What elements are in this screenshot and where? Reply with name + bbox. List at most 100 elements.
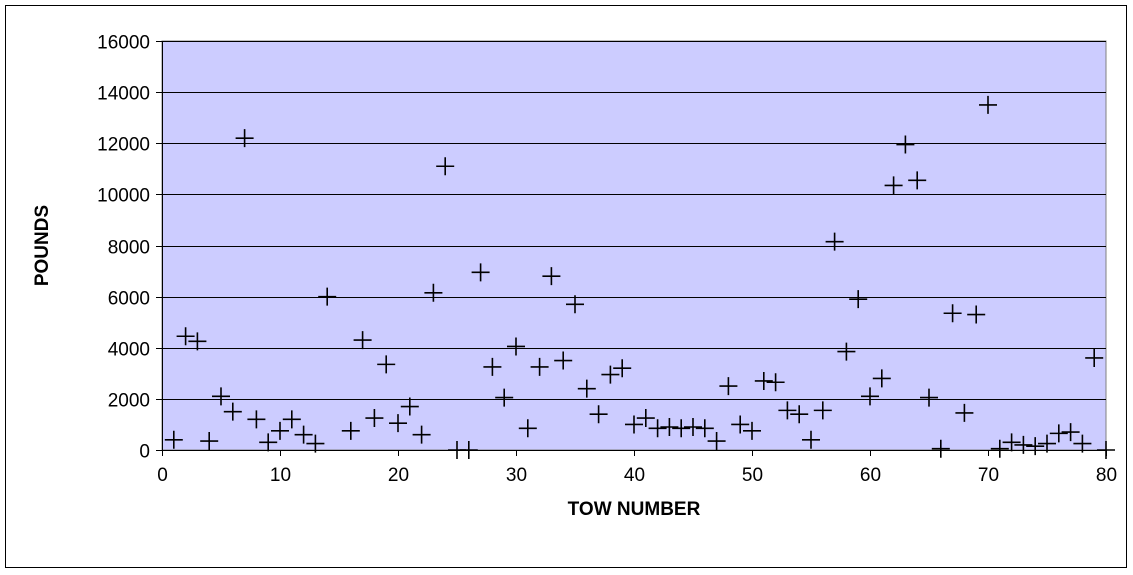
data-point-marker (436, 157, 455, 176)
data-point-marker (259, 433, 278, 452)
data-point-marker (495, 388, 514, 407)
data-point-marker (695, 419, 714, 438)
data-point-marker (247, 410, 266, 429)
data-point-marker (872, 369, 891, 388)
data-point-marker (566, 295, 584, 314)
data-point-marker (188, 332, 207, 351)
data-point-marker (271, 421, 289, 440)
data-point-marker (589, 405, 608, 424)
data-point-marker (507, 337, 525, 356)
y-tick-label: 0 (139, 442, 150, 463)
data-point-marker (672, 419, 691, 438)
data-point-marker (1049, 424, 1068, 443)
x-tick-label: 30 (506, 465, 527, 486)
data-point-marker (200, 432, 219, 451)
data-point-marker (790, 405, 809, 424)
data-point-marker (731, 415, 750, 434)
y-tick-label: 8000 (108, 238, 150, 259)
data-point-marker (424, 283, 443, 302)
data-point-marker (353, 331, 372, 350)
x-tick-label: 40 (624, 465, 645, 486)
data-point-marker (837, 342, 856, 361)
data-point-marker (164, 430, 183, 449)
data-point-marker (707, 432, 726, 451)
y-tick-label: 10000 (97, 186, 150, 207)
x-axis-title: TOW NUMBER (568, 499, 701, 520)
y-tick-label: 2000 (108, 391, 150, 412)
chart-frame: 0 2000 4000 6000 8000 10000 12000 14000 16000 0 10… (5, 5, 1127, 568)
data-point-marker (613, 359, 632, 378)
data-point-marker (282, 410, 301, 429)
data-point-marker (920, 388, 938, 407)
data-point-marker (577, 379, 596, 398)
data-point-marker (967, 305, 986, 324)
y-tick-label: 16000 (97, 33, 150, 54)
data-point-marker (802, 430, 820, 449)
x-tick-label: 20 (388, 465, 409, 486)
data-point-marker (955, 403, 974, 422)
data-point-marker (554, 351, 573, 370)
data-point-marker (884, 176, 903, 195)
data-point-marker (825, 232, 844, 251)
data-point-marker (684, 417, 702, 436)
x-tick-label: 50 (742, 465, 763, 486)
data-point-marker (483, 357, 502, 376)
data-point-marker (896, 135, 915, 154)
data-point-marker (235, 129, 254, 148)
data-point-marker (176, 327, 195, 346)
data-point-marker (908, 171, 927, 190)
y-axis-title: POUNDS (32, 205, 53, 286)
data-point-marker (377, 355, 396, 374)
data-point-marker (660, 417, 679, 436)
data-point-marker (294, 425, 313, 444)
data-point-marker (471, 263, 490, 282)
data-point-marker (778, 401, 797, 420)
data-point-marker (766, 373, 785, 392)
data-point-marker (979, 95, 997, 114)
data-point-marker (400, 397, 419, 416)
data-point-marker (530, 357, 549, 376)
data-point-marker (212, 387, 230, 406)
data-point-marker (601, 365, 620, 384)
data-point-marker (1097, 441, 1115, 459)
data-point-marker (990, 439, 1009, 458)
x-tick-label: 60 (860, 465, 881, 486)
x-tick-label: 0 (157, 465, 168, 486)
data-point-marker (542, 267, 561, 286)
data-point-marker (1073, 434, 1092, 453)
data-point-marker (1026, 437, 1045, 456)
data-point-marker (518, 419, 537, 438)
data-point-marker (943, 304, 962, 323)
data-point-marker (1085, 348, 1104, 367)
y-tick-label: 12000 (97, 135, 150, 156)
data-point-marker (636, 409, 655, 428)
data-point-marker (365, 409, 384, 428)
scatter-chart: 0 2000 4000 6000 8000 10000 12000 14000 16000 0 10… (32, 33, 1117, 521)
y-tick-label: 14000 (97, 84, 150, 105)
data-point-marker (861, 387, 879, 406)
data-point-marker (1038, 434, 1056, 453)
data-point-marker (412, 425, 431, 444)
x-tick-label: 80 (1096, 465, 1117, 486)
data-point-marker (813, 401, 832, 420)
data-point-marker (223, 402, 242, 421)
data-point-marker (648, 419, 667, 438)
data-point-marker (1002, 433, 1021, 452)
data-point-marker (849, 290, 868, 309)
data-point-marker (318, 287, 337, 306)
plot-area (161, 40, 1107, 451)
x-tick-label: 10 (270, 465, 291, 486)
data-point-marker (306, 434, 325, 453)
y-tick-label: 4000 (108, 340, 150, 361)
data-point-marker (341, 421, 360, 440)
data-point-marker (719, 377, 738, 396)
data-point-marker (931, 439, 950, 458)
data-point-marker (1014, 435, 1033, 454)
data-point-marker (1061, 423, 1080, 442)
data-point-marker (625, 415, 643, 434)
y-tick-label: 6000 (108, 289, 150, 310)
x-tick-label: 70 (978, 465, 999, 486)
data-point-marker (459, 441, 478, 459)
data-point-marker (743, 421, 761, 440)
data-point-marker (389, 414, 407, 433)
